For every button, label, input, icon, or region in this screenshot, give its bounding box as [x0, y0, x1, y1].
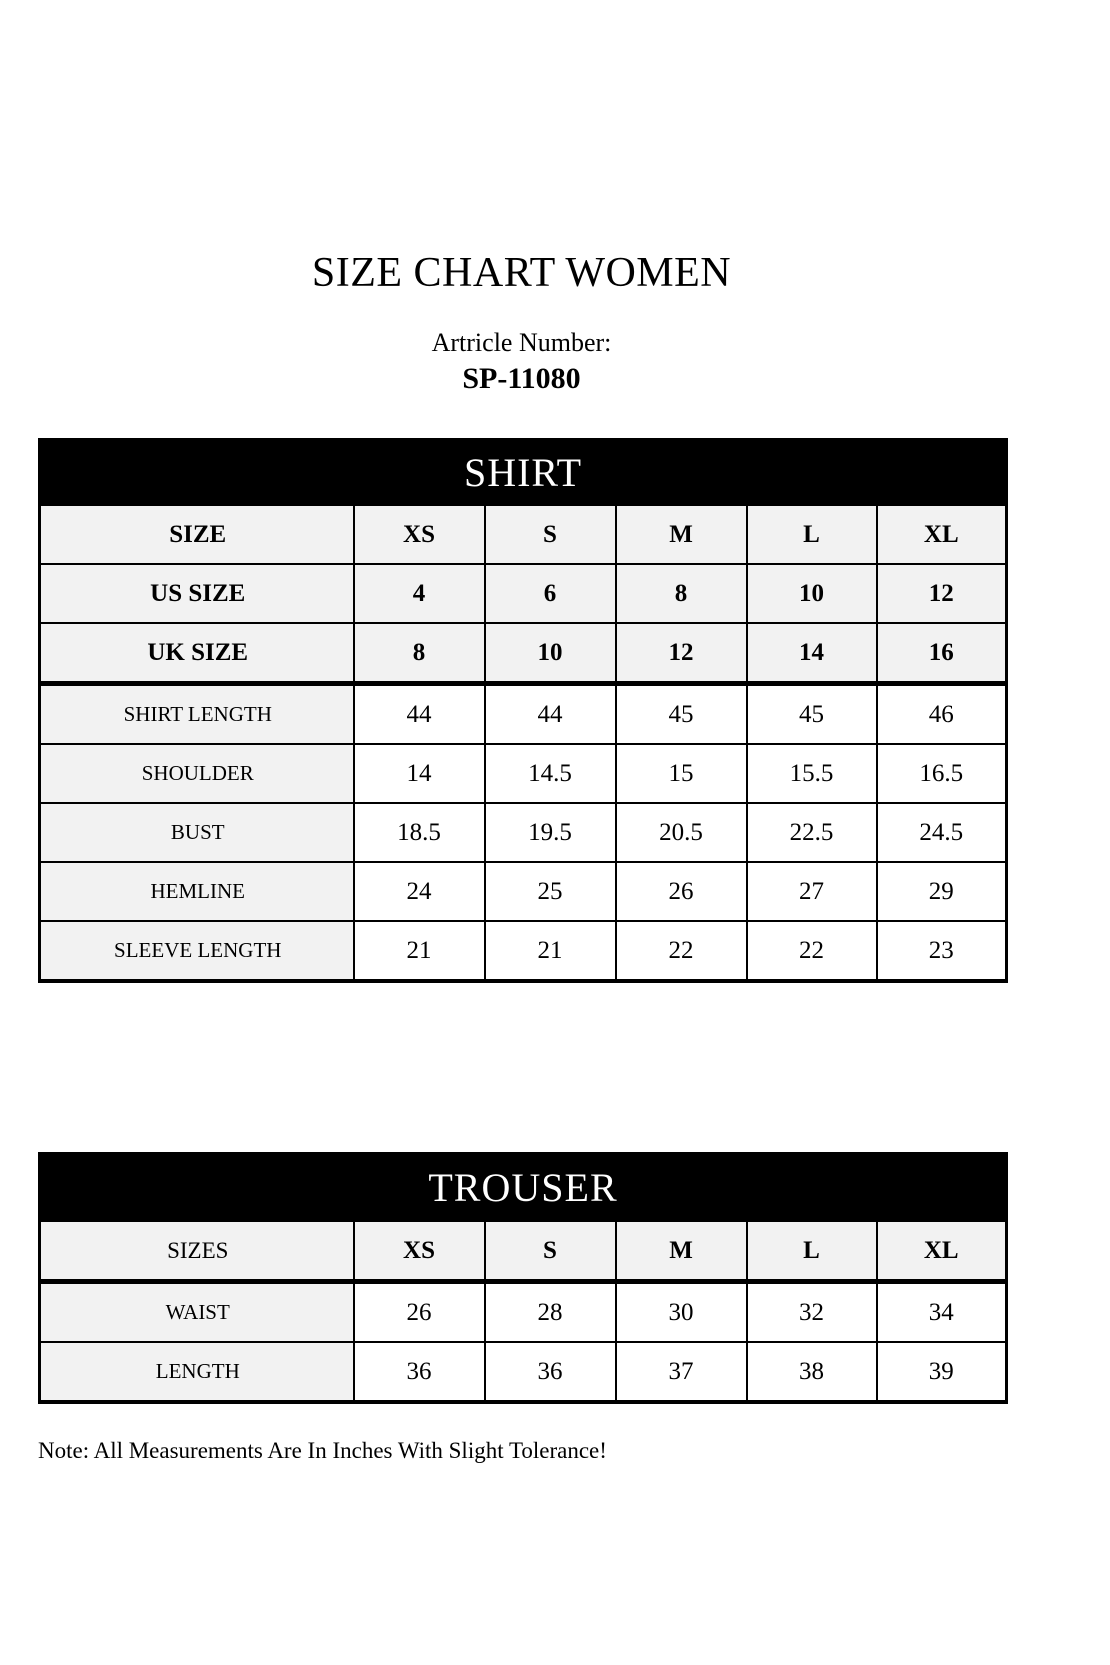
value-cell: 27: [745, 861, 878, 922]
size-cell: 10: [483, 622, 617, 686]
value-cell: 15: [614, 743, 748, 804]
value-cell: 44: [352, 682, 486, 745]
value-cell: 24.5: [875, 802, 1008, 863]
value-cell: 46: [875, 682, 1008, 745]
table-row: SIZE XS S M L XL: [38, 503, 1008, 565]
value-cell: 29: [875, 861, 1008, 922]
row-label: SLEEVE LENGTH: [38, 920, 355, 983]
value-cell: 16.5: [875, 743, 1008, 804]
table-row: HEMLINE 24 25 26 27 29: [38, 861, 1008, 922]
size-cell: 14: [745, 622, 878, 686]
trouser-table-header-row: TROUSER: [38, 1152, 1008, 1222]
table-row: SHIRT LENGTH 44 44 45 45 46: [38, 682, 1008, 745]
size-cell: 10: [745, 563, 878, 624]
table-row: US SIZE 4 6 8 10 12: [38, 563, 1008, 624]
page-title: SIZE CHART WOMEN: [311, 250, 732, 296]
row-label: WAIST: [38, 1280, 355, 1343]
article-number-value: SP-11080: [462, 362, 581, 395]
trouser-table-title: TROUSER: [38, 1152, 1008, 1222]
row-label: BUST: [38, 802, 355, 863]
size-cell: 4: [352, 563, 486, 624]
row-label: UK SIZE: [38, 622, 355, 686]
size-cell: 12: [875, 563, 1008, 624]
value-cell: 34: [875, 1280, 1008, 1343]
size-cell: 6: [483, 563, 617, 624]
table-row: UK SIZE 8 10 12 14 16: [38, 622, 1008, 686]
value-cell: 39: [875, 1341, 1008, 1404]
value-cell: 22: [745, 920, 878, 983]
size-cell: 8: [352, 622, 486, 686]
value-cell: 28: [483, 1280, 617, 1343]
value-cell: 25: [483, 861, 617, 922]
trouser-size-table: TROUSER SIZES XS S M L XL WAIST 26 28 30…: [38, 1152, 1008, 1404]
value-cell: 45: [614, 682, 748, 745]
value-cell: 26: [614, 861, 748, 922]
row-label: SHIRT LENGTH: [38, 682, 355, 745]
value-cell: 30: [614, 1280, 748, 1343]
article-number-label: Artricle Number:: [431, 328, 612, 357]
value-cell: 36: [352, 1341, 486, 1404]
size-cell: M: [614, 1219, 748, 1284]
row-label: HEMLINE: [38, 861, 355, 922]
table-row: BUST 18.5 19.5 20.5 22.5 24.5: [38, 802, 1008, 863]
row-label: SIZES: [38, 1219, 355, 1284]
value-cell: 37: [614, 1341, 748, 1404]
value-cell: 14: [352, 743, 486, 804]
table-row: SLEEVE LENGTH 21 21 22 22 23: [38, 920, 1008, 983]
value-cell: 21: [483, 920, 617, 983]
size-cell: M: [614, 503, 748, 565]
table-row: LENGTH 36 36 37 38 39: [38, 1341, 1008, 1404]
row-label: US SIZE: [38, 563, 355, 624]
table-row: SIZES XS S M L XL: [38, 1219, 1008, 1284]
value-cell: 22: [614, 920, 748, 983]
row-label: SIZE: [38, 503, 355, 565]
size-cell: XL: [875, 503, 1008, 565]
size-cell: L: [745, 1219, 878, 1284]
table-row: SHOULDER 14 14.5 15 15.5 16.5: [38, 743, 1008, 804]
value-cell: 15.5: [745, 743, 878, 804]
value-cell: 26: [352, 1280, 486, 1343]
table-row: WAIST 26 28 30 32 34: [38, 1280, 1008, 1343]
size-cell: XS: [352, 503, 486, 565]
value-cell: 23: [875, 920, 1008, 983]
value-cell: 22.5: [745, 802, 878, 863]
value-cell: 36: [483, 1341, 617, 1404]
value-cell: 44: [483, 682, 617, 745]
size-cell: XS: [352, 1219, 486, 1284]
value-cell: 20.5: [614, 802, 748, 863]
size-chart-page: SIZE CHART WOMEN Artricle Number: SP-110…: [37, 0, 1009, 1463]
shirt-table-title: SHIRT: [37, 438, 1009, 506]
value-cell: 38: [745, 1341, 878, 1404]
value-cell: 45: [745, 682, 878, 745]
size-cell: 8: [614, 563, 748, 624]
shirt-size-table: SHIRT SIZE XS S M L XL US SIZE 4 6 8 10 …: [37, 438, 1009, 983]
size-cell: S: [483, 1219, 617, 1284]
value-cell: 18.5: [352, 802, 486, 863]
size-cell: L: [745, 503, 878, 565]
value-cell: 14.5: [483, 743, 617, 804]
value-cell: 21: [352, 920, 486, 983]
row-label: LENGTH: [38, 1341, 355, 1404]
row-label: SHOULDER: [38, 743, 355, 804]
size-cell: S: [483, 503, 617, 565]
value-cell: 24: [352, 861, 486, 922]
size-cell: 12: [614, 622, 748, 686]
size-cell: XL: [875, 1219, 1008, 1284]
value-cell: 19.5: [483, 802, 617, 863]
shirt-table-header-row: SHIRT: [37, 438, 1009, 506]
measurement-note: Note: All Measurements Are In Inches Wit…: [38, 1438, 607, 1463]
value-cell: 32: [745, 1280, 878, 1343]
size-cell: 16: [875, 622, 1008, 686]
